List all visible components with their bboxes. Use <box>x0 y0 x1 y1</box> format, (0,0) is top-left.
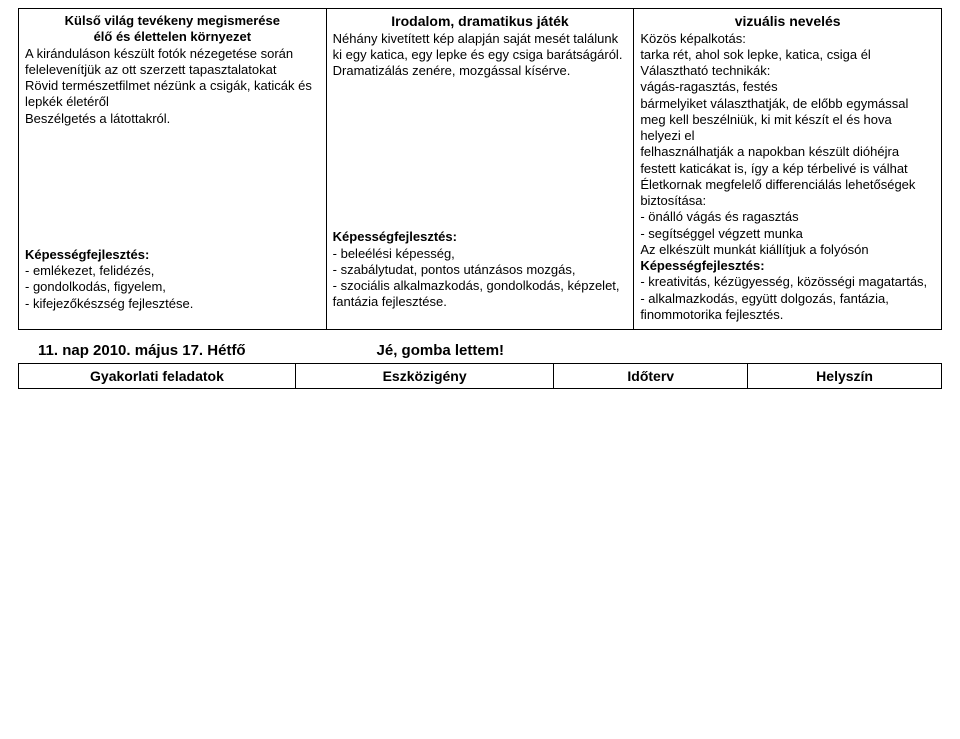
day-title: Jé, gomba lettem! <box>317 342 942 359</box>
header-col3: vizuális nevelés <box>640 13 935 31</box>
day-heading-row: 11. nap 2010. május 17. Hétfő Jé, gomba … <box>18 342 942 359</box>
c1-title-line1: Külső világ tevékeny megismerése <box>25 13 320 29</box>
cell-c1: Külső világ tevékeny megismerése élő és … <box>19 9 327 330</box>
c1-kf-body: - emlékezet, felidézés, - gondolkodás, f… <box>25 263 320 312</box>
mushroom-watermark <box>300 489 660 739</box>
schedule-header-table: Gyakorlati feladatok Eszközigény Időterv… <box>18 363 942 389</box>
c1-title-line2: élő és élettelen környezet <box>25 29 320 45</box>
cell-c2: Irodalom, dramatikus játék Néhány kivetí… <box>326 9 634 330</box>
c2-body: Néhány kivetített kép alapján saját mesé… <box>333 31 628 80</box>
sched-h2: Eszközigény <box>295 364 553 389</box>
sched-h1: Gyakorlati feladatok <box>19 364 296 389</box>
c3-body: Közös képalkotás: tarka rét, ahol sok le… <box>640 31 935 259</box>
content-table: Külső világ tevékeny megismerése élő és … <box>18 8 942 330</box>
c1-body: A kiránduláson készült fotók nézegetése … <box>25 46 320 127</box>
header-col2: Irodalom, dramatikus játék <box>333 13 628 31</box>
day-date: 11. nap 2010. május 17. Hétfő <box>18 342 317 359</box>
c2-kf-body: - beleélési képesség, - szabálytudat, po… <box>333 246 628 311</box>
c2-kf-label: Képességfejlesztés: <box>333 229 628 245</box>
page-root: Külső világ tevékeny megismerése élő és … <box>0 0 960 739</box>
sched-h4: Helyszín <box>748 364 942 389</box>
c3-kf-body: - kreativitás, kézügyesség, közösségi ma… <box>640 274 935 323</box>
sched-h3: Időterv <box>554 364 748 389</box>
cell-c3: vizuális nevelés Közös képalkotás: tarka… <box>634 9 942 330</box>
c3-kf-label: Képességfejlesztés: <box>640 258 935 274</box>
c1-kf-label: Képességfejlesztés: <box>25 247 320 263</box>
